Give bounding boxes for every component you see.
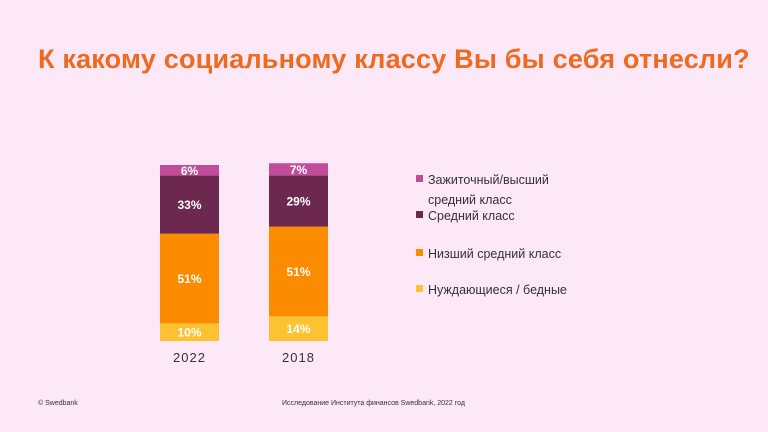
legend-swatch — [416, 285, 423, 292]
legend-swatch — [416, 211, 423, 218]
page-title: К какому социальному классу Вы бы себя о… — [38, 44, 750, 74]
data-label-2022-0: 10% — [177, 326, 201, 340]
bar-segment-2018-0 — [269, 316, 328, 341]
copyright-text: © Swedbank — [38, 400, 78, 407]
legend-label: Низший средний класс — [428, 247, 562, 261]
data-label-2018-1: 51% — [286, 265, 310, 279]
bar-segment-2022-2 — [160, 175, 219, 234]
data-label-2022-2: 33% — [177, 198, 201, 212]
data-label-2018-3: 7% — [290, 163, 308, 177]
legend-label: Средний класс — [428, 209, 515, 223]
legend-swatch — [416, 249, 423, 256]
legend-swatch — [416, 175, 423, 182]
x-tick-label-2018: 2018 — [282, 350, 315, 365]
bar-segment-2022-3 — [160, 165, 219, 176]
legend-item: Нуждающиеся / бедные — [416, 280, 567, 300]
legend-label: Нуждающиеся / бедные — [428, 283, 567, 297]
bar-segment-2022-0 — [160, 323, 219, 341]
bar-segment-2018-3 — [269, 163, 328, 176]
legend-item: Низший средний класс — [416, 244, 561, 264]
data-label-2022-1: 51% — [177, 272, 201, 286]
data-label-2018-2: 29% — [286, 195, 310, 209]
bar-segment-2018-1 — [269, 226, 328, 317]
x-tick-label-2022: 2022 — [173, 350, 206, 365]
legend-item: Зажиточный/высший средний класс — [416, 170, 598, 210]
legend-label: Зажиточный/высший средний класс — [428, 173, 549, 207]
bar-segment-2022-1 — [160, 233, 219, 324]
data-label-2022-3: 6% — [181, 164, 199, 178]
bar-segment-2018-2 — [269, 175, 328, 227]
data-label-2018-0: 14% — [286, 322, 310, 336]
source-text: Исследование Института финансов Swedbank… — [282, 400, 465, 407]
legend-item: Средний класс — [416, 206, 515, 226]
